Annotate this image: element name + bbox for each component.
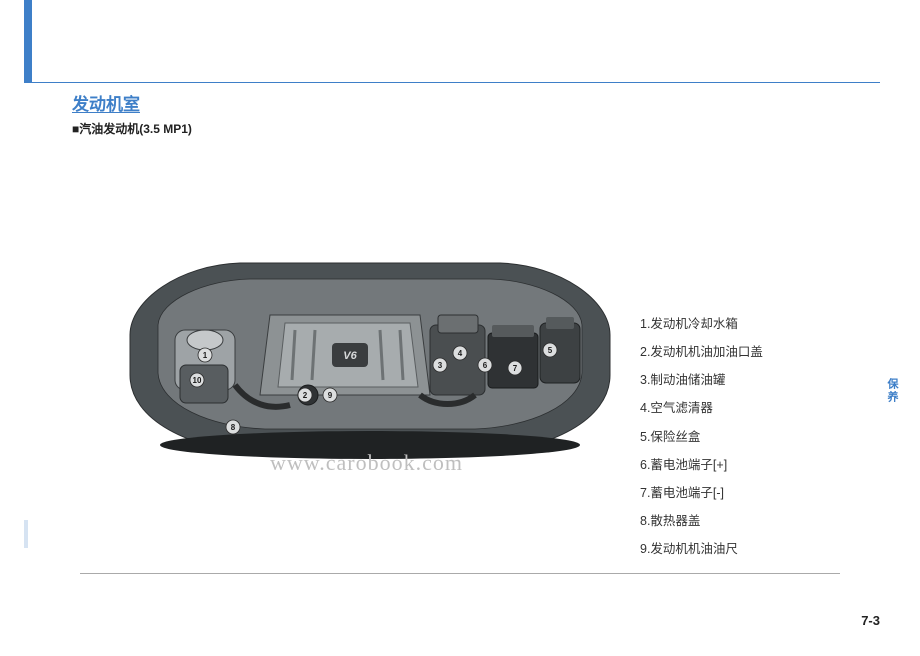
section-title-underline [72, 112, 140, 113]
callout-number: 7 [513, 364, 518, 373]
callout-number: 6 [483, 361, 488, 370]
legend-list: 1.发动机冷却水箱 2.发动机机油加油口盖 3.制动油储油罐 4.空气滤清器 5… [640, 310, 763, 563]
figure-area: V6 1 10 2 9 3 4 6 7 5 8 www.carobook.com 1.发动机冷却水… [80, 150, 840, 574]
callout-number: 5 [548, 346, 553, 355]
engine-diagram: V6 1 10 2 9 3 4 6 7 5 8 [120, 245, 620, 475]
legend-item: 6.蓄电池端子[+] [640, 451, 763, 479]
engine-subtitle: ■汽油发动机(3.5 MP1) [72, 120, 192, 137]
legend-item: 2.发动机机油加油口盖 [640, 338, 763, 366]
callout-number: 1 [203, 351, 208, 360]
callout-number: 2 [303, 391, 308, 400]
header-rule [24, 82, 880, 83]
legend-item: 4.空气滤清器 [640, 394, 763, 422]
callout-number: 3 [438, 361, 443, 370]
legend-item: 5.保险丝盒 [640, 423, 763, 451]
legend-item: 1.发动机冷却水箱 [640, 310, 763, 338]
callout-number: 9 [328, 391, 333, 400]
callout-number: 10 [193, 376, 202, 385]
legend-item: 3.制动油储油罐 [640, 366, 763, 394]
legend-item: 8.散热器盖 [640, 507, 763, 535]
left-accent [24, 520, 28, 548]
callout-number: 4 [458, 349, 463, 358]
legend-item: 7.蓄电池端子[-] [640, 479, 763, 507]
v6-badge: V6 [343, 350, 357, 362]
watermark-text: www.carobook.com [270, 450, 463, 476]
header-left-bar [24, 0, 32, 82]
chapter-side-tab: 保养 [884, 378, 900, 404]
legend-item: 9.发动机机油油尺 [640, 535, 763, 563]
callout-number: 8 [231, 423, 236, 432]
page-number: 7-3 [861, 613, 880, 628]
